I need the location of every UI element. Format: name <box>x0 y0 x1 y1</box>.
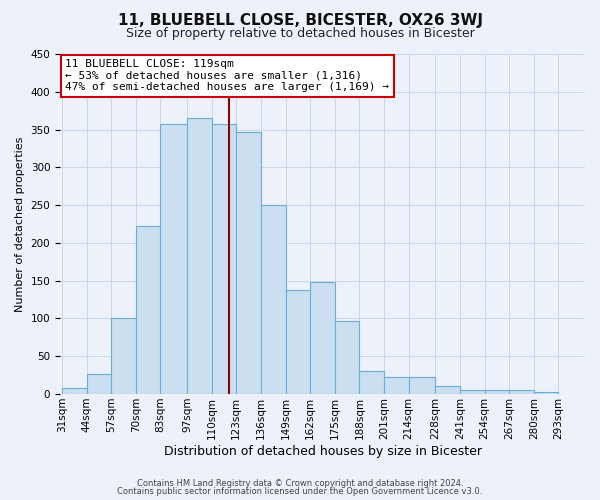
Text: Contains public sector information licensed under the Open Government Licence v3: Contains public sector information licen… <box>118 487 482 496</box>
Bar <box>534 392 559 394</box>
Text: 11, BLUEBELL CLOSE, BICESTER, OX26 3WJ: 11, BLUEBELL CLOSE, BICESTER, OX26 3WJ <box>118 12 482 28</box>
Bar <box>335 320 359 394</box>
Bar <box>187 118 212 394</box>
Bar <box>212 124 236 394</box>
Bar <box>509 390 534 394</box>
Bar <box>261 205 286 394</box>
Y-axis label: Number of detached properties: Number of detached properties <box>15 136 25 312</box>
Bar <box>435 386 460 394</box>
Bar <box>62 388 86 394</box>
Bar <box>286 290 310 394</box>
Bar <box>111 318 136 394</box>
Text: Size of property relative to detached houses in Bicester: Size of property relative to detached ho… <box>125 28 475 40</box>
Bar <box>384 378 409 394</box>
Bar <box>236 132 261 394</box>
Bar <box>409 378 435 394</box>
Text: 11 BLUEBELL CLOSE: 119sqm
← 53% of detached houses are smaller (1,316)
47% of se: 11 BLUEBELL CLOSE: 119sqm ← 53% of detac… <box>65 59 389 92</box>
X-axis label: Distribution of detached houses by size in Bicester: Distribution of detached houses by size … <box>164 444 482 458</box>
Text: Contains HM Land Registry data © Crown copyright and database right 2024.: Contains HM Land Registry data © Crown c… <box>137 478 463 488</box>
Bar <box>485 390 509 394</box>
Bar <box>310 282 335 394</box>
Bar <box>86 374 111 394</box>
Bar <box>460 390 485 394</box>
Bar <box>359 372 384 394</box>
Bar <box>136 226 160 394</box>
Bar <box>160 124 187 394</box>
